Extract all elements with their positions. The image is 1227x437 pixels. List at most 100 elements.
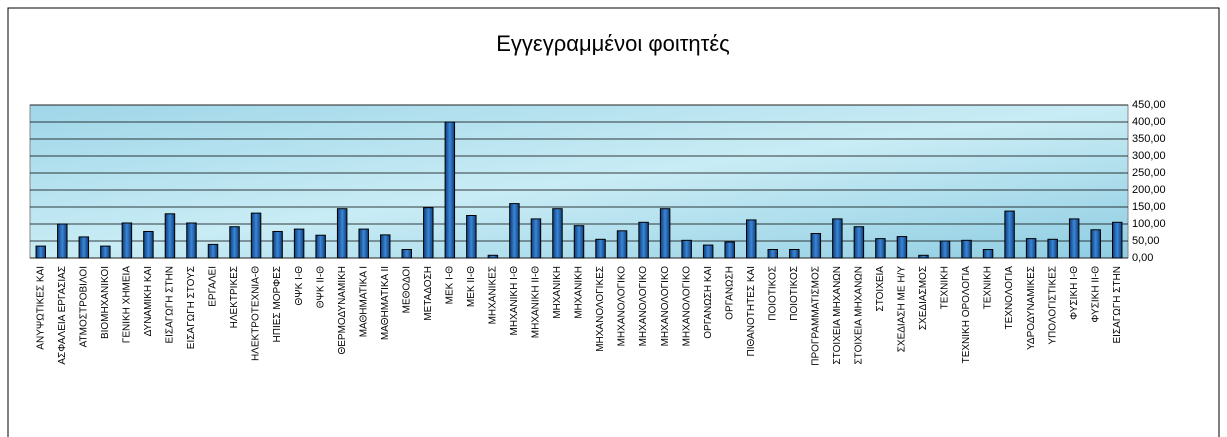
- bar: [1068, 218, 1080, 259]
- x-tick-label: ΒΙΟΜΗΧΑΝΙΚΟΙ: [100, 266, 111, 339]
- x-tick-label: ΜΗΧΑΝΟΛΟΓΙΚΟ: [681, 266, 692, 347]
- bar: [530, 218, 542, 259]
- x-tick-label: ΠΙΘΑΝΟΤΗΤΕΣ ΚΑΙ: [746, 266, 757, 356]
- chart-title: Εγγεγραμμένοι φοιτητές: [496, 31, 730, 56]
- bar: [789, 249, 800, 259]
- x-tick-label: ΜΑΘΗΜΑΤΙΚΑ Ι: [358, 266, 369, 337]
- bar: [659, 208, 671, 259]
- bar: [423, 207, 434, 259]
- x-tick-label: ΑΤΜΟΣΤΡΟΒΙΛΟΙ: [78, 266, 89, 347]
- x-tick-label: ΥΠΟΛΟΓΙΣΤΙΚΕΣ: [1047, 266, 1058, 345]
- bar: [1025, 238, 1037, 259]
- bar: [186, 222, 197, 259]
- bar: [121, 222, 133, 259]
- bar: [358, 228, 369, 259]
- x-tick-label: ΜΗΧΑΝΟΛΟΓΙΚΟ: [617, 266, 628, 347]
- bar: [918, 254, 929, 259]
- x-tick-label: ΟΡΓΑΝΩΣΗ: [724, 266, 735, 320]
- x-tick-label: ΜΕΤΑΔΟΣΗ: [423, 266, 434, 321]
- bar: [853, 226, 865, 259]
- x-tick-label: ΜΗΧΑΝΟΛΟΓΙΚΕΣ: [595, 266, 606, 352]
- y-tick-label: 350,00: [1132, 133, 1166, 145]
- x-tick-label: ΘΨΚ ΙΙ-Θ: [315, 266, 326, 308]
- bar: [573, 225, 585, 259]
- y-tick-label: 0,00: [1132, 252, 1153, 264]
- x-tick-label: ΜΕΚ Ι-Θ: [444, 266, 455, 305]
- x-tick-label: ΗΛΕΚΤΡΙΚΕΣ: [229, 266, 240, 328]
- bar: [595, 238, 606, 259]
- y-tick-label: 400,00: [1132, 116, 1166, 128]
- x-tick-label: ΜΕΚ ΙΙ-Θ: [466, 266, 477, 307]
- bar: [143, 230, 154, 259]
- x-tick-label: ΠΡΟΓΡΑΜΜΑΤΙΣΜΟΣ: [810, 266, 821, 366]
- bar: [164, 213, 176, 259]
- bar: [207, 243, 219, 259]
- x-tick-label: ΟΡΓΑΝΩΣΗ ΚΑΙ: [703, 266, 714, 339]
- bar: [57, 223, 68, 259]
- bar: [961, 239, 972, 259]
- x-tick-label: ΠΟΙΟΤΙΚΟΣ: [767, 266, 778, 321]
- y-tick-label: 250,00: [1132, 167, 1166, 179]
- bar: [745, 219, 757, 259]
- y-tick-label: 50,00: [1132, 235, 1160, 247]
- bar: [444, 121, 456, 259]
- x-tick-label: ΕΡΓΑΛΕΙ: [208, 266, 219, 307]
- x-tick-label: ΓΕΝΙΚΗ ΧΗΜΕΙΑ: [122, 266, 133, 344]
- bar: [982, 249, 994, 259]
- bar: [1047, 238, 1058, 259]
- bar: [939, 240, 951, 259]
- x-tick-label: ΔΥΝΑΜΙΚΗ ΚΑΙ: [143, 266, 154, 336]
- bar: [336, 208, 348, 259]
- bar: [1004, 210, 1015, 259]
- x-tick-label: ΣΤΟΙΧΕΙΑ ΜΗΧΑΝΩΝ: [832, 266, 843, 365]
- y-tick-label: 300,00: [1132, 150, 1166, 162]
- bar: [509, 203, 520, 259]
- x-tick-label: ΣΧΕΔΙΑΣΜΟΣ: [918, 266, 929, 330]
- x-tick-label: ΜΗΧΑΝΙΚΗ: [552, 266, 563, 319]
- bar: [293, 228, 305, 259]
- bar: [466, 215, 477, 259]
- bar: [810, 233, 822, 259]
- bar: [767, 249, 779, 259]
- bar: [100, 245, 111, 259]
- x-tick-label: ΕΙΣΑΓΩΓΗ ΣΤΗΝ: [1112, 266, 1123, 344]
- x-tick-label: ΜΗΧΑΝΟΛΟΓΙΚΟ: [638, 266, 649, 347]
- x-tick-label: ΤΕΧΝΙΚΗ: [940, 266, 951, 309]
- bar: [379, 234, 391, 259]
- x-tick-label: ΜΗΧΑΝΟΛΟΓΙΚΟ: [660, 266, 671, 347]
- bar: [552, 208, 563, 259]
- bar: [1111, 221, 1123, 259]
- x-tick-label: ΤΕΧΝΙΚΗ: [983, 266, 994, 309]
- bar: [638, 221, 649, 259]
- x-tick-label: ΜΕΘΟΔΟΙ: [401, 266, 412, 313]
- x-tick-label: ΜΗΧΑΝΙΚΗ Ι-Θ: [509, 266, 520, 336]
- bar: [35, 245, 47, 259]
- bar: [616, 230, 628, 259]
- x-tick-label: ΘΨΚ Ι-Θ: [294, 266, 305, 306]
- bar: [272, 230, 283, 259]
- y-tick-label: 200,00: [1132, 184, 1166, 196]
- bar: [487, 254, 499, 259]
- bar: [229, 226, 240, 259]
- x-tick-label: ΑΝΥΨΩΤΙΚΕΣ ΚΑΙ: [35, 266, 46, 350]
- x-tick-label: ΑΣΦΑΛΕΙΑ ΕΡΓΑΣΙΑΣ: [57, 266, 68, 365]
- x-tick-label: ΣΧΕΔΙΑΣΗ ΜΕ Η/Υ: [897, 266, 908, 353]
- bar: [724, 241, 735, 259]
- x-tick-label: ΜΗΧΑΝΙΚΕΣ: [488, 266, 499, 324]
- x-tick-label: ΜΗΧΑΝΙΚΗ: [574, 266, 585, 319]
- x-tick-label: ΦΥΣΙΚΗ Ι-Θ: [1069, 266, 1080, 320]
- x-tick-label: ΠΟΙΟΤΙΚΟΣ: [789, 266, 800, 321]
- x-tick-label: ΣΤΟΙΧΕΙΑ ΜΗΧΑΝΩΝ: [854, 266, 865, 365]
- bar: [1090, 229, 1101, 259]
- x-tick-label: ΘΕΡΜΟΔΥΝΑΜΙΚΗ: [337, 266, 348, 355]
- bar: [250, 212, 262, 259]
- y-tick-label: 150,00: [1132, 201, 1166, 213]
- x-tick-label: ΥΔΡΟΔΥΝΑΜΙΚΕΣ: [1026, 266, 1037, 350]
- x-tick-label: ΣΤΟΙΧΕΙΑ: [875, 266, 886, 312]
- bar: [832, 218, 843, 259]
- x-tick-label: ΕΙΣΑΓΩΓΗ ΣΤΗΝ: [165, 266, 176, 344]
- x-tick-label: ΜΗΧΑΝΙΚΗ ΙΙ-Θ: [531, 266, 542, 338]
- bar: [315, 234, 326, 259]
